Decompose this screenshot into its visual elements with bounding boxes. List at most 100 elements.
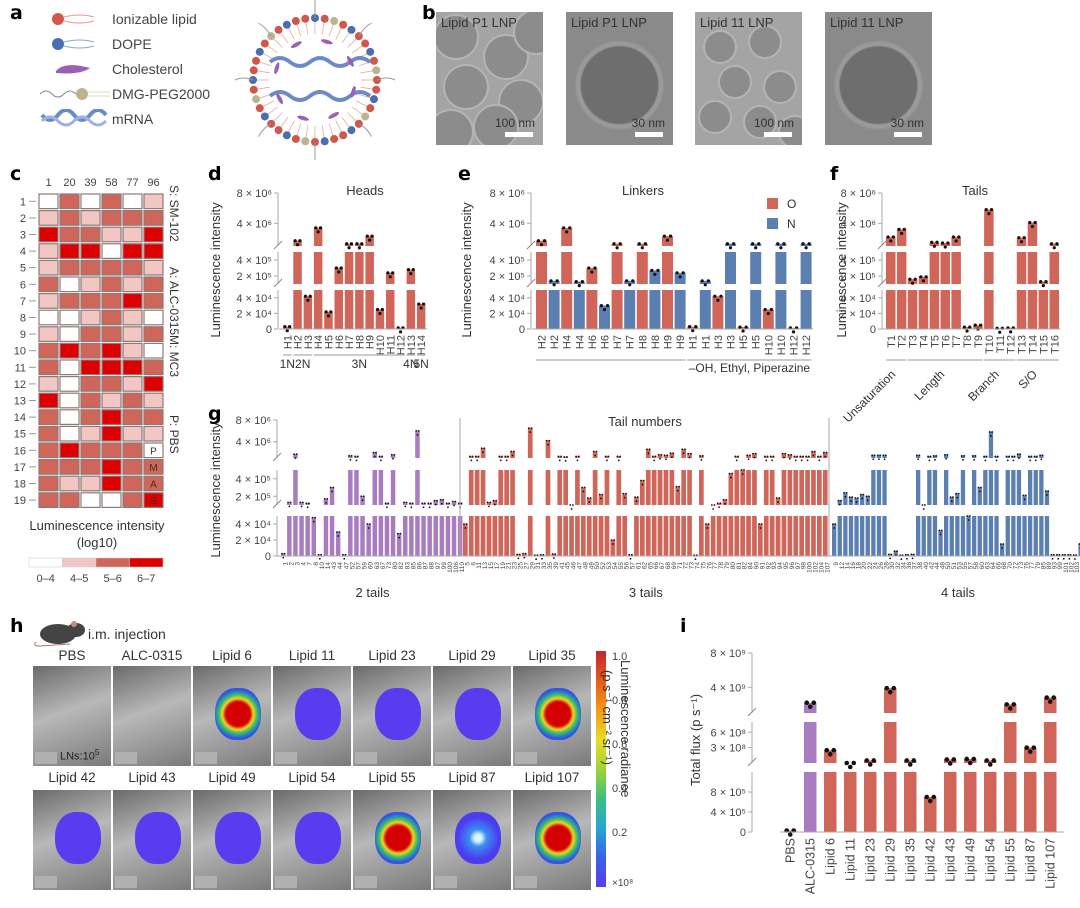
lipid-head [282,131,291,140]
data-point [964,756,970,762]
bar [421,516,426,556]
bar [283,326,292,329]
data-point [807,242,811,246]
x-tick-label: 48 [582,562,589,570]
data-point [665,238,670,242]
data-point [583,486,586,489]
x-tick-label: 32 [895,562,902,570]
x-tick-label: 104 [818,562,825,573]
data-point [427,502,430,505]
bar [907,279,918,284]
x-tick-label: Lipid 49 [963,838,977,882]
bar [651,516,657,556]
bar [800,243,812,246]
x-tick-label: 76 [706,562,713,570]
x-tick-label: 42 [928,562,935,570]
lipid-head [252,56,261,65]
data-point [419,306,423,310]
data-point [799,455,802,458]
data-point [1067,553,1070,556]
bar [334,268,343,284]
y-axis-title: Total flux (p s⁻¹) [688,694,703,786]
data-point [575,455,578,458]
bar [624,280,636,284]
bar [375,309,385,329]
heatmap-cell-marker: A [150,480,157,491]
bar [645,516,651,556]
x-tick-label: T2 [897,335,909,348]
heatmap-cell [122,409,143,425]
heatmap-row-label: 9 [20,329,26,341]
data-point [287,501,289,504]
bar [293,470,298,505]
bar [929,242,940,246]
heatmap-legend-swatch [95,557,130,568]
bar [599,305,610,329]
data-point [934,458,936,461]
data-point [794,459,797,462]
y-tick-label: 2 × 10⁴ [235,535,271,547]
heatmap-cell [59,409,80,425]
data-point [580,280,584,284]
y-tick-label: 0 [519,324,525,336]
bar [871,455,876,458]
data-point [985,455,988,458]
data-point [370,234,374,238]
heatmap-legend-label: 6–7 [137,573,155,585]
legend-item-mrna: mRNA [40,106,240,131]
data-point [465,523,468,525]
data-point [779,246,783,250]
x-tick-label: 62 [641,562,648,570]
x-tick-label: H8 [650,335,662,349]
bar [799,470,804,505]
bar [805,456,810,458]
x-tick-label: 19 [500,562,507,570]
bar [516,554,521,556]
ivis-mouse-image [513,790,591,890]
bar [548,280,560,284]
bar [725,290,736,329]
bar [334,290,343,329]
bar [474,456,480,458]
data-point [988,431,991,433]
x-tick-label: 93 [771,562,778,570]
bar [843,492,848,505]
heatmap-cell [59,359,80,376]
data-point [908,277,912,281]
data-point [731,472,734,475]
bar [904,554,910,556]
data-point [701,454,704,457]
bar [822,470,828,505]
x-tick-label: Lipid 87 [1023,838,1037,882]
bar [699,516,704,556]
data-point [314,226,318,230]
legend-item-cholesterol: Cholesterol [40,56,240,81]
x-tick-label: 41 [559,562,566,570]
bar [299,502,304,505]
x-tick-label: 75 [700,562,707,570]
bar [763,470,769,505]
bar [949,516,954,556]
data-point [996,455,999,458]
x-tick-label: H5 [323,335,335,349]
data-point [334,266,338,270]
heatmap-cell [38,475,59,492]
heatmap-cell [122,342,143,359]
x-tick-label: 102 [1068,562,1075,573]
data-point [922,508,925,510]
data-point [801,242,805,246]
data-point [1022,494,1025,497]
data-point [984,208,988,212]
x-tick-label: 86 [416,562,423,570]
lns-scale-label: LNs:105 [60,748,100,763]
heatmap-row-label: 18 [14,479,26,491]
heatmap-cell [101,342,122,359]
data-point [1069,553,1072,556]
x-tick-label: 70 [1007,562,1014,570]
y-tick-label: 6 × 10⁸ [710,727,746,739]
data-point [421,502,424,505]
data-point [554,553,557,555]
x-tick-label: 64 [990,562,997,570]
cryo-em-image: Lipid 11 LNP 100 nm [695,12,802,145]
bar [386,272,395,284]
